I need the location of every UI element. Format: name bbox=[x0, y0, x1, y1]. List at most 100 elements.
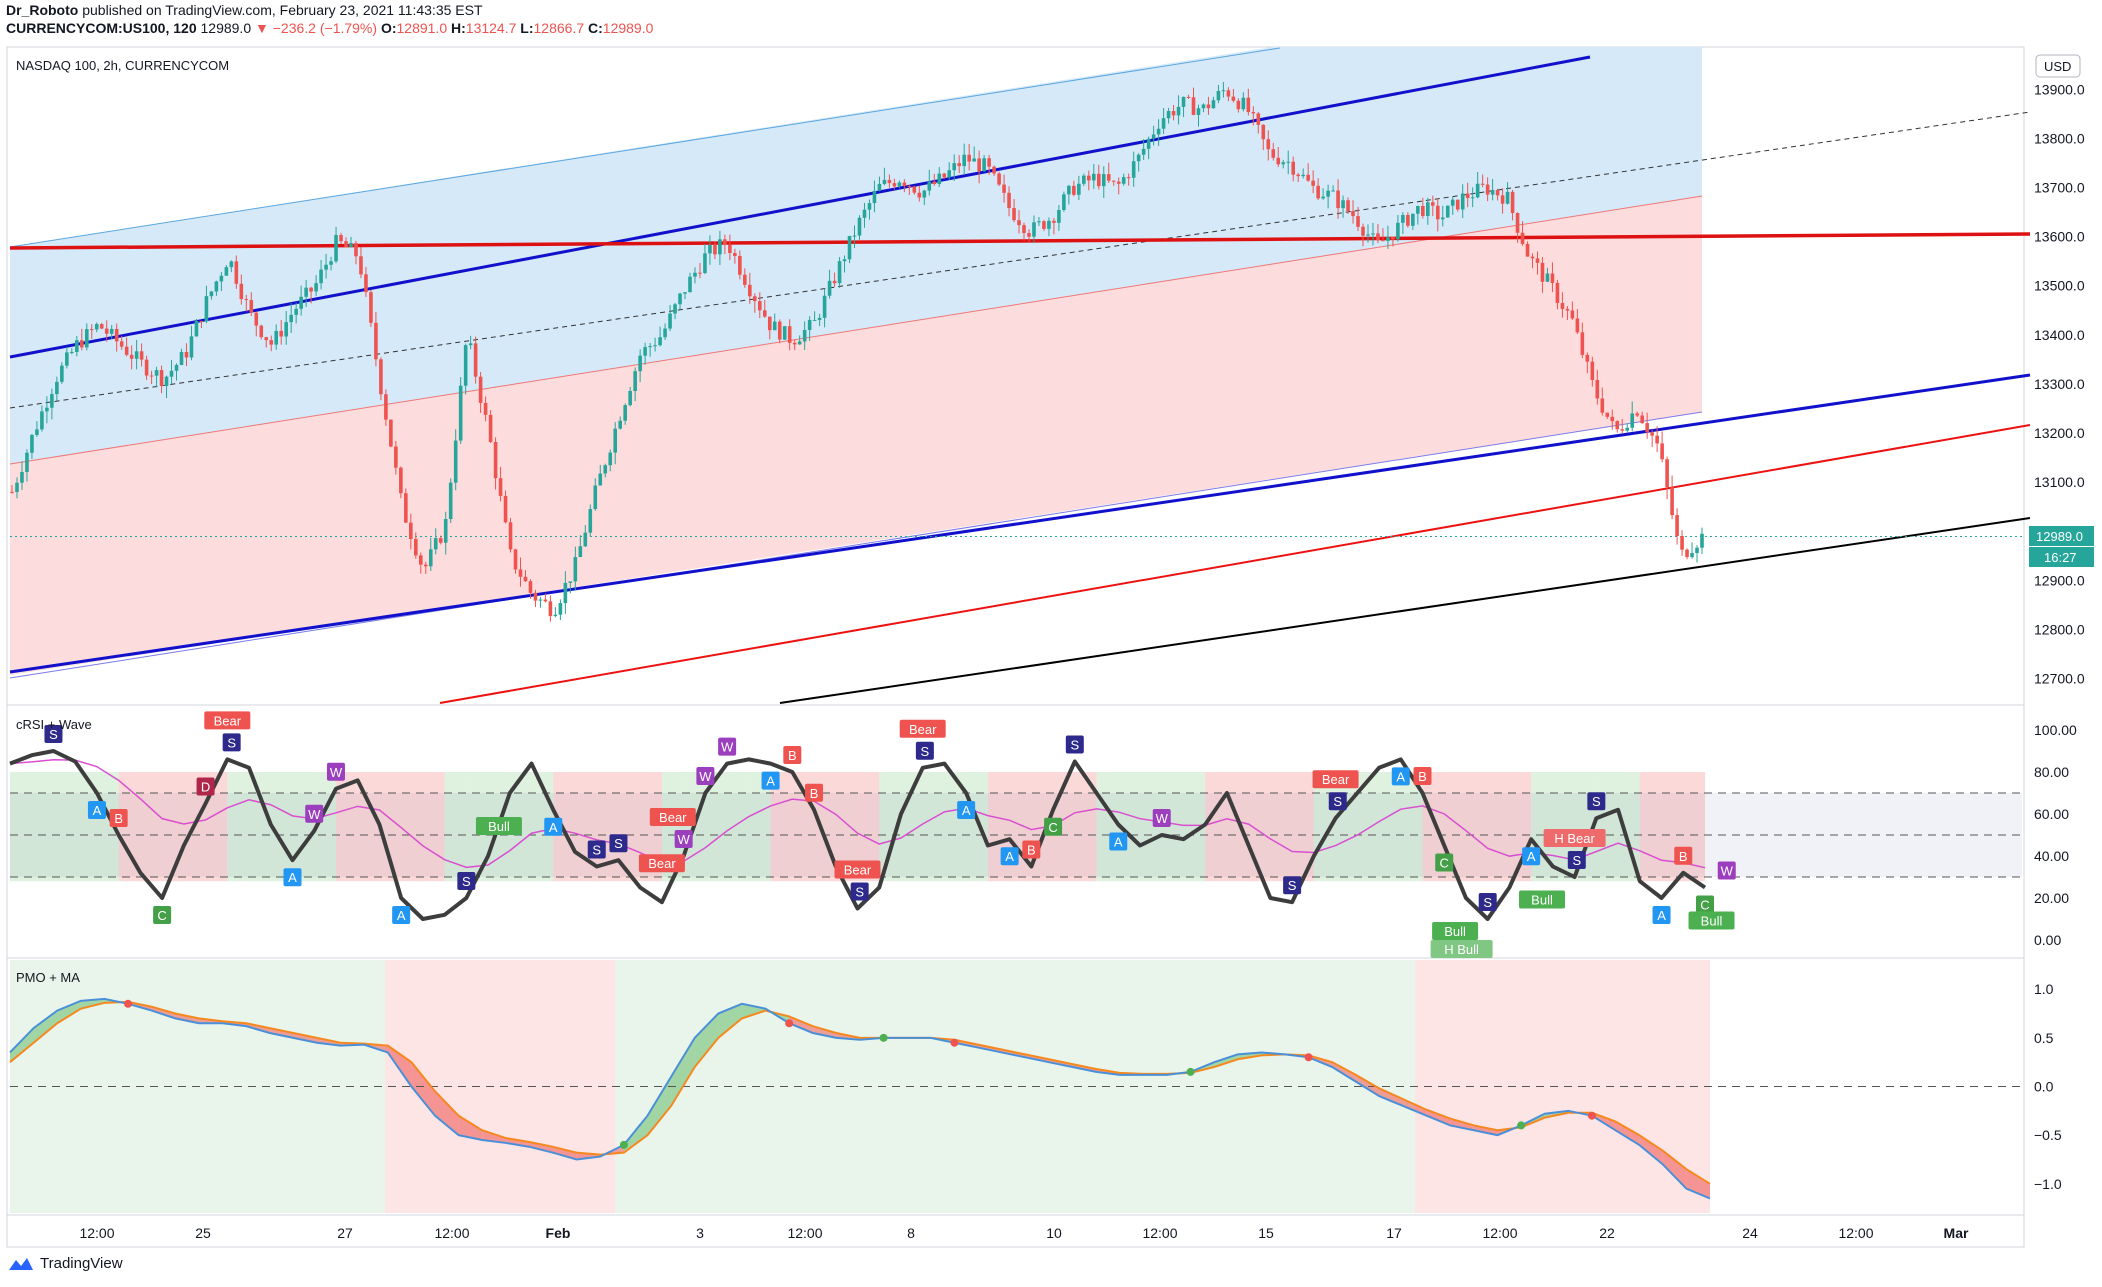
signal-badge-label: A bbox=[1527, 849, 1536, 864]
price-panel[interactable]: 12700.012800.012900.013000.013100.013200… bbox=[9, 47, 2085, 704]
chart-title: NASDAQ 100, 2h, CURRENCYCOM bbox=[16, 58, 229, 73]
signal-badge bbox=[1065, 735, 1084, 754]
time-axis[interactable]: 12:00 25 27 12:00 Feb 3 12:00 8 10 12:00 15 17 12:00… bbox=[79, 1225, 1969, 1241]
candle-body bbox=[229, 261, 234, 268]
wave-segment bbox=[249, 772, 271, 882]
candle-body bbox=[907, 186, 912, 188]
signal-badge bbox=[1543, 829, 1606, 847]
symbol-label[interactable]: CURRENCYCOM:US100, 120 bbox=[6, 20, 197, 36]
candle-body bbox=[563, 582, 568, 604]
candle-body bbox=[553, 614, 558, 617]
candle-body bbox=[1625, 427, 1630, 431]
candle-body bbox=[857, 217, 862, 236]
candle-body bbox=[1256, 113, 1261, 125]
wave-segment bbox=[966, 772, 988, 882]
signal-badge bbox=[638, 854, 685, 873]
time-tick-label: 12:00 bbox=[434, 1225, 469, 1241]
signal-badge bbox=[609, 834, 628, 853]
signal-badge-label: W bbox=[721, 740, 734, 755]
candle-body bbox=[40, 411, 44, 430]
wave-segment bbox=[292, 772, 315, 882]
candle-body bbox=[60, 365, 64, 382]
candle-body bbox=[224, 267, 229, 276]
signal-badge-label: Bear bbox=[844, 863, 872, 878]
signal-badge bbox=[305, 804, 324, 823]
price-tick-label: 12800.0 bbox=[2034, 621, 2085, 637]
candle-body bbox=[304, 287, 308, 297]
candle-body bbox=[1615, 421, 1620, 430]
candle-body bbox=[822, 295, 827, 318]
signal-badge-label: A bbox=[1005, 849, 1014, 864]
candle-body bbox=[817, 317, 822, 320]
pmo-fill-segment bbox=[269, 1028, 294, 1038]
candle-body bbox=[1670, 487, 1674, 516]
time-tick-label: 15 bbox=[1258, 1225, 1274, 1241]
candle-body bbox=[922, 190, 927, 198]
candle-body bbox=[1416, 205, 1420, 214]
candle-body bbox=[30, 434, 34, 453]
candle-body bbox=[1231, 96, 1236, 101]
crsi-title: cRSI + Wave bbox=[16, 717, 92, 732]
rsi-tick-label: 20.00 bbox=[2034, 890, 2069, 906]
candle-body bbox=[997, 173, 1001, 185]
wave-segment bbox=[727, 772, 749, 882]
candle-body bbox=[329, 261, 333, 265]
pmo-tick-label: 0.5 bbox=[2034, 1030, 2054, 1046]
pmo-cross-dot bbox=[950, 1038, 959, 1047]
pmo-cross-dot bbox=[1587, 1111, 1596, 1120]
candle-body bbox=[94, 324, 99, 330]
pmo-fill-segment bbox=[623, 1115, 648, 1153]
candle-body bbox=[628, 390, 632, 406]
candle-body bbox=[847, 235, 852, 260]
pmo-cross-dot bbox=[785, 1019, 794, 1028]
wave-segment bbox=[118, 772, 141, 882]
candle-body bbox=[927, 181, 932, 191]
candle-body bbox=[957, 163, 961, 167]
candle-body bbox=[1585, 354, 1590, 362]
signal-badge bbox=[153, 906, 172, 924]
tradingview-footer[interactable]: TradingView bbox=[8, 1255, 123, 1272]
signal-badge-label: Bear bbox=[648, 856, 676, 871]
candle-body bbox=[1361, 226, 1365, 236]
candle-body bbox=[1695, 547, 1699, 554]
wave-segment bbox=[1118, 772, 1140, 882]
candle-body bbox=[728, 244, 732, 254]
pmo-fill-segment bbox=[1426, 1109, 1451, 1126]
signal-badge bbox=[1432, 922, 1479, 940]
candle-body bbox=[1600, 398, 1605, 413]
author-name[interactable]: Dr_Roboto bbox=[6, 2, 79, 18]
signal-badge-label: A bbox=[1114, 835, 1123, 850]
candle-body bbox=[698, 272, 702, 274]
candle-body bbox=[35, 429, 39, 435]
pmo-panel[interactable]: −1.0 −0.5 0.0 0.5 1.0 bbox=[9, 960, 2062, 1213]
candle-body bbox=[992, 166, 996, 174]
publish-line: Dr_Roboto published on TradingView.com, … bbox=[6, 2, 483, 18]
open-label: O: bbox=[380, 20, 397, 36]
candle-body bbox=[1091, 173, 1096, 181]
candle-body bbox=[1341, 200, 1345, 209]
wave-segment bbox=[1292, 772, 1314, 882]
pmo-fill-segment bbox=[812, 1026, 837, 1038]
candle-body bbox=[623, 405, 627, 421]
candle-body bbox=[418, 555, 423, 565]
candle-body bbox=[708, 245, 712, 254]
signal-badge bbox=[957, 801, 976, 819]
signal-badge-label: Bear bbox=[1322, 772, 1350, 787]
currency-badge[interactable] bbox=[2035, 54, 2081, 78]
candle-body bbox=[723, 239, 727, 245]
signal-badge bbox=[915, 741, 934, 760]
candle-body bbox=[1406, 214, 1410, 226]
candle-body bbox=[1426, 202, 1430, 217]
pmo-fill-segment bbox=[10, 1028, 34, 1063]
candle-body bbox=[937, 173, 942, 185]
wave-segment bbox=[379, 772, 402, 882]
candle-body bbox=[339, 235, 343, 242]
candle-body bbox=[99, 324, 104, 329]
signal-badge bbox=[1696, 895, 1714, 914]
candle-body bbox=[20, 472, 24, 483]
candle-body bbox=[1620, 429, 1625, 431]
candle-body bbox=[1640, 415, 1644, 424]
candle-body bbox=[962, 154, 966, 167]
